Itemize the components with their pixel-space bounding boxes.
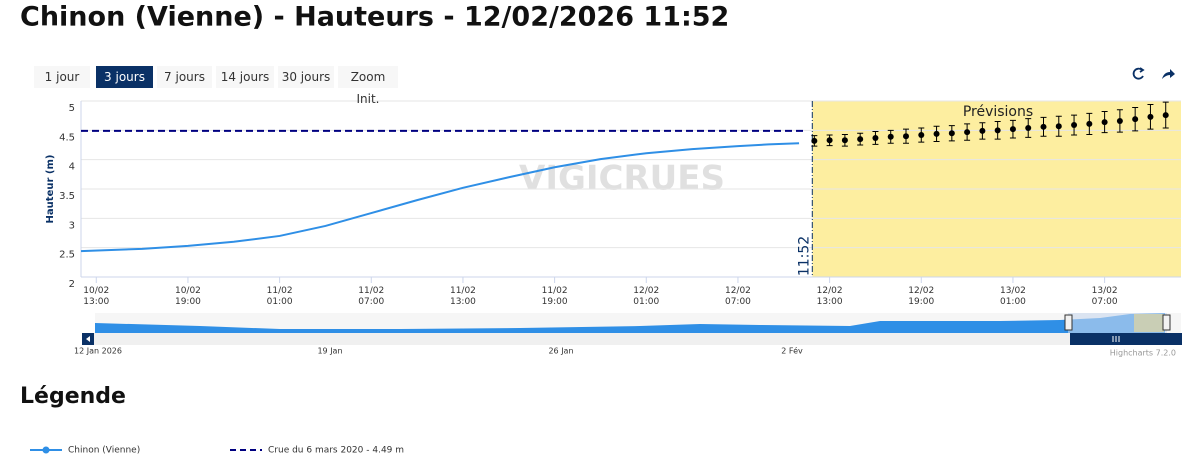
x-tick-label: 11/02 07:00	[358, 286, 385, 307]
x-tick-label: 12/02 07:00	[724, 286, 751, 307]
refresh-icon[interactable]	[1132, 67, 1145, 80]
navigator-label: 26 Jan	[548, 347, 573, 356]
legend-entry: Crue du 6 mars 2020 - 4.49 m	[268, 446, 404, 456]
x-tick-label: 12/02 01:00	[633, 286, 660, 307]
watermark: VIGICRUES	[519, 159, 725, 199]
forecast-point	[826, 137, 833, 144]
x-tick-label: 10/02 13:00	[83, 286, 110, 307]
forecast-point	[903, 133, 909, 140]
scrollbar-arrow	[86, 336, 90, 342]
x-tick-label: 12/02 19:00	[908, 286, 935, 307]
forecast-point	[948, 130, 955, 137]
forecast-point	[841, 137, 848, 144]
forecast-point	[1071, 122, 1078, 129]
x-tick-label: 10/02 19:00	[174, 286, 201, 307]
now-label: 11:52	[796, 236, 812, 276]
forecast-point	[1025, 124, 1032, 131]
forecast-point	[887, 133, 894, 140]
forecast-point	[872, 134, 879, 141]
range-button[interactable]: 1 jour	[34, 66, 90, 88]
forecast-point	[1132, 116, 1139, 123]
range-button[interactable]: 3 jours	[96, 66, 153, 88]
scrollbar-thumb[interactable]	[1070, 333, 1182, 345]
forecast-point	[964, 129, 971, 136]
forecast-point	[857, 136, 864, 143]
y-tick-label: 4	[69, 162, 75, 173]
forecast-point	[1040, 123, 1047, 130]
y-tick-label: 3.5	[59, 191, 75, 202]
x-tick-label: 11/02 19:00	[541, 286, 568, 307]
range-button[interactable]: 7 jours	[157, 66, 212, 88]
navigator-label: 2 Fév	[781, 346, 803, 356]
navigator-handle[interactable]	[1064, 314, 1073, 331]
range-button[interactable]: 14 jours	[216, 66, 274, 88]
scrollbar-track[interactable]	[82, 333, 1182, 345]
x-tick-label: 13/02 07:00	[1091, 286, 1118, 307]
navigator-label: 12 Jan 2026	[74, 347, 122, 356]
x-tick-label: 11/02 01:00	[266, 286, 293, 307]
navigator-series	[95, 313, 1165, 333]
forecast-point	[1147, 113, 1154, 120]
x-tick-label: 11/02 13:00	[449, 286, 476, 307]
range-button[interactable]: Zoom Init.	[338, 66, 398, 106]
share-icon[interactable]	[1162, 69, 1175, 79]
range-button[interactable]: 30 jours	[278, 66, 334, 88]
x-tick-label: 13/02 01:00	[999, 286, 1026, 307]
navigator-handle[interactable]	[1162, 314, 1171, 331]
legend-entry: Chinon (Vienne)	[68, 446, 140, 456]
forecast-point	[1162, 112, 1169, 119]
line-series	[80, 142, 800, 253]
forecast-point	[979, 127, 986, 134]
navigator-forecast	[1134, 314, 1164, 332]
forecast-point	[1055, 123, 1062, 130]
legend-title: Légende	[20, 384, 126, 409]
y-tick-label: 4.5	[59, 132, 75, 143]
forecast-label: Prévisions	[963, 104, 1033, 120]
forecast-point	[933, 130, 940, 137]
forecast-point	[1101, 119, 1108, 126]
navigator-label: 19 Jan	[317, 347, 342, 356]
y-axis-label: Hauteur (m)	[45, 155, 56, 224]
forecast-point	[1116, 117, 1123, 124]
y-tick-label: 5	[69, 103, 75, 114]
x-tick-label: 12/02 13:00	[816, 286, 843, 307]
forecast-point	[811, 137, 818, 144]
forecast-point	[994, 127, 1001, 134]
y-tick-label: 2.5	[59, 250, 75, 261]
forecast-point	[1086, 120, 1093, 127]
y-tick-label: 3	[69, 220, 75, 231]
scrollbar-grip	[1112, 336, 1120, 342]
credits: Highcharts 7.2.0	[1110, 349, 1176, 358]
forecast-point	[918, 132, 925, 139]
forecast-point	[1009, 126, 1016, 133]
y-tick-label: 2	[69, 279, 75, 290]
legend-marker	[42, 446, 50, 454]
title: Chinon (Vienne) - Hauteurs - 12/02/2026 …	[20, 2, 729, 33]
